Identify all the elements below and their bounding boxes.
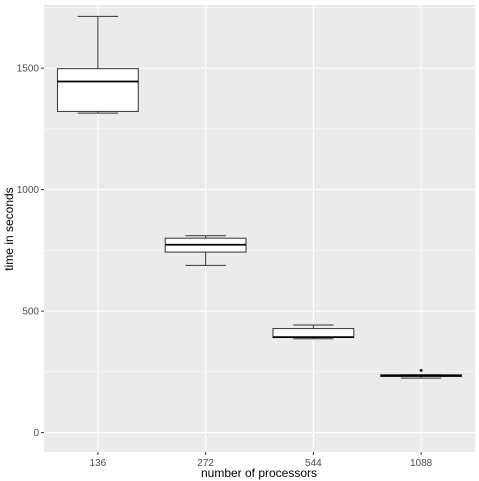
box-group-1088 [380, 368, 463, 379]
y-tick-label: 0 [33, 428, 39, 439]
box-group-544 [272, 324, 355, 340]
x-tick-label: 136 [90, 458, 107, 469]
y-axis-title: time in seconds [2, 187, 16, 270]
x-tick-label: 272 [197, 458, 214, 469]
y-tick-label: 1500 [17, 64, 40, 75]
x-axis-ticks: 136 272 544 1088 [90, 452, 433, 469]
boxes [56, 15, 463, 379]
outlier-point [419, 368, 423, 372]
box-iqr [56, 68, 139, 112]
box-iqr [272, 328, 355, 338]
x-tick-label: 544 [305, 458, 322, 469]
y-axis-ticks: 0 500 1000 1500 [17, 64, 44, 439]
box-group-136 [56, 15, 139, 114]
x-tick-label: 1088 [410, 458, 433, 469]
grid-minor [44, 7, 475, 373]
y-tick-label: 1000 [17, 185, 40, 196]
box-group-272 [164, 235, 247, 266]
y-tick-label: 500 [22, 307, 39, 318]
x-axis-title: number of processors [201, 466, 317, 480]
